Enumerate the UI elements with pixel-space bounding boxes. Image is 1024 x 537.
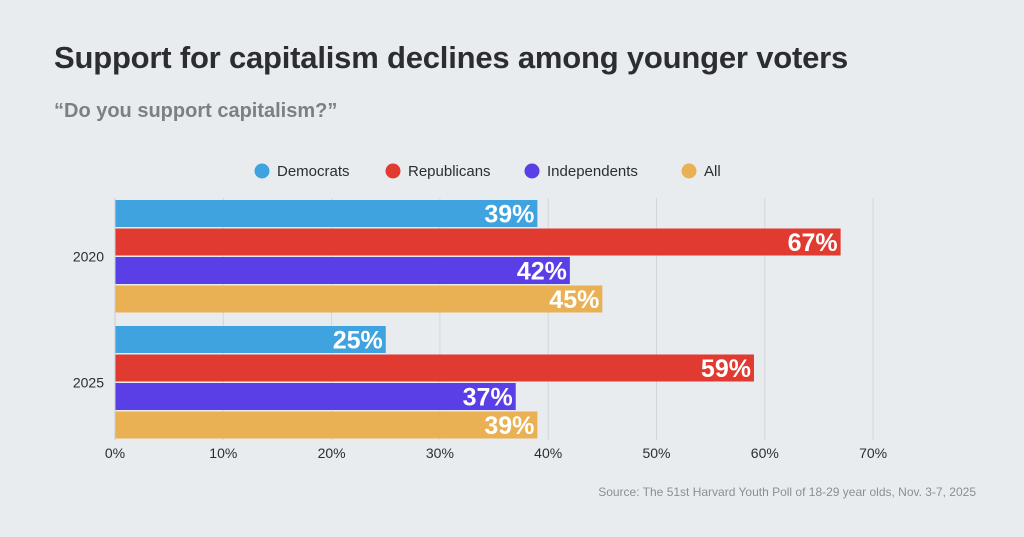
legend-label: Independents — [547, 163, 638, 180]
bar — [115, 257, 570, 284]
legend-label: All — [704, 163, 721, 180]
x-tick-label: 20% — [318, 445, 346, 461]
x-tick-label: 60% — [751, 445, 779, 461]
x-tick-label: 0% — [105, 445, 125, 461]
bar — [115, 411, 538, 439]
x-tick-label: 30% — [426, 445, 454, 461]
bar — [115, 354, 754, 382]
x-tick-label: 50% — [642, 445, 670, 461]
bar — [115, 200, 538, 227]
bar — [115, 285, 603, 313]
bar — [115, 228, 841, 256]
data-label: 25% — [333, 327, 383, 355]
legend-swatch — [385, 163, 401, 179]
legend-label: Democrats — [277, 163, 350, 180]
x-tick-label: 10% — [209, 445, 237, 461]
y-category-label: 2020 — [73, 248, 104, 264]
y-category-label: 2025 — [73, 374, 104, 390]
x-tick-label: 70% — [859, 445, 887, 461]
legend-swatch — [681, 163, 697, 179]
data-label: 42% — [517, 258, 567, 286]
x-tick-label: 40% — [534, 445, 562, 461]
bar — [115, 326, 386, 353]
bar — [115, 383, 516, 410]
data-label: 67% — [788, 229, 838, 257]
source-note: Source: The 51st Harvard Youth Poll of 1… — [598, 485, 976, 499]
data-label: 39% — [484, 201, 534, 229]
legend-label: Republicans — [408, 163, 491, 180]
data-label: 59% — [701, 355, 751, 383]
data-label: 37% — [463, 384, 513, 412]
chart-title: Support for capitalism declines among yo… — [54, 40, 849, 75]
chart-subtitle: “Do you support capitalism?” — [54, 100, 338, 122]
legend-swatch — [524, 163, 540, 179]
data-label: 45% — [549, 286, 599, 314]
legend-swatch — [254, 163, 270, 179]
data-label: 39% — [484, 412, 534, 440]
